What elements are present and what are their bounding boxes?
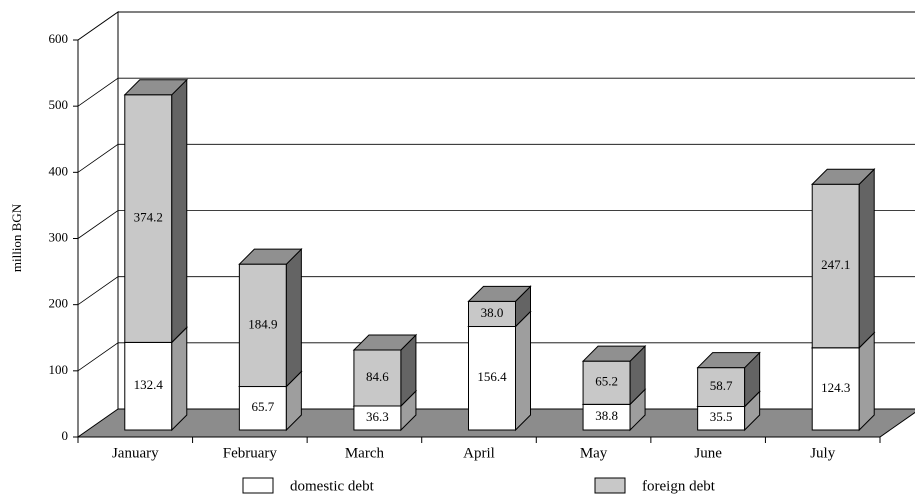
bar-front <box>353 405 402 431</box>
bar-side <box>285 247 302 388</box>
bar-front <box>468 300 516 328</box>
grid-line <box>77 210 915 239</box>
y-axis-label: million BGN <box>9 203 24 272</box>
value-label: 132.4 <box>134 377 164 392</box>
value-label: 247.1 <box>821 257 850 272</box>
legend-label: foreign debt <box>642 478 716 494</box>
value-label: 84.6 <box>366 369 389 384</box>
bar-front <box>697 367 746 408</box>
grid-line <box>77 77 915 107</box>
bar-top <box>238 248 303 265</box>
x-tick-label: May <box>580 445 608 461</box>
y-tick-label: 600 <box>49 31 69 46</box>
value-label: 36.3 <box>366 409 389 424</box>
value-label: 156.4 <box>477 369 507 384</box>
value-label: 124.3 <box>821 380 850 395</box>
bar-side <box>515 310 531 432</box>
bar-front <box>238 263 287 388</box>
y-tick-label: 200 <box>49 296 69 311</box>
bar-top <box>467 285 532 302</box>
value-label: 184.9 <box>248 316 277 331</box>
value-label: 38.8 <box>595 408 618 423</box>
grid-line <box>77 276 915 305</box>
x-tick-label: June <box>694 445 722 461</box>
bar-top <box>352 334 418 351</box>
bar-side <box>171 78 188 344</box>
bar-side <box>858 168 875 349</box>
bar-side <box>171 326 188 432</box>
value-label: 65.2 <box>595 374 618 389</box>
value-label: 374.2 <box>134 210 163 225</box>
x-tick-label: January <box>112 445 159 461</box>
bar-side <box>858 331 875 432</box>
value-label: 65.7 <box>251 399 274 414</box>
bar-front <box>811 183 860 349</box>
x-tick-label: April <box>463 445 495 461</box>
bar-front <box>811 347 860 431</box>
legend-label: domestic debt <box>290 478 375 494</box>
legend-swatch <box>594 477 626 494</box>
y-tick-label: 0 <box>62 428 69 443</box>
grid-line <box>77 342 915 372</box>
y-tick-label: 300 <box>49 229 69 244</box>
x-tick-label: March <box>345 445 385 461</box>
y-tick-label: 400 <box>49 163 69 178</box>
x-tick-label: February <box>223 445 278 461</box>
value-label: 38.0 <box>481 305 504 320</box>
bar-front <box>124 341 173 431</box>
bar-top <box>123 79 188 96</box>
value-label: 35.5 <box>710 409 733 424</box>
y-tick-label: 100 <box>49 362 69 377</box>
bar-top <box>696 352 761 369</box>
bar-front <box>124 94 173 343</box>
bar-top <box>581 345 647 362</box>
grid-line <box>77 143 915 173</box>
x-tick-label: July <box>810 445 836 461</box>
bar-front <box>582 360 631 405</box>
bar-top <box>811 168 876 185</box>
legend-swatch <box>242 477 274 494</box>
value-label: 58.7 <box>710 378 733 393</box>
y-tick-label: 500 <box>49 97 69 112</box>
